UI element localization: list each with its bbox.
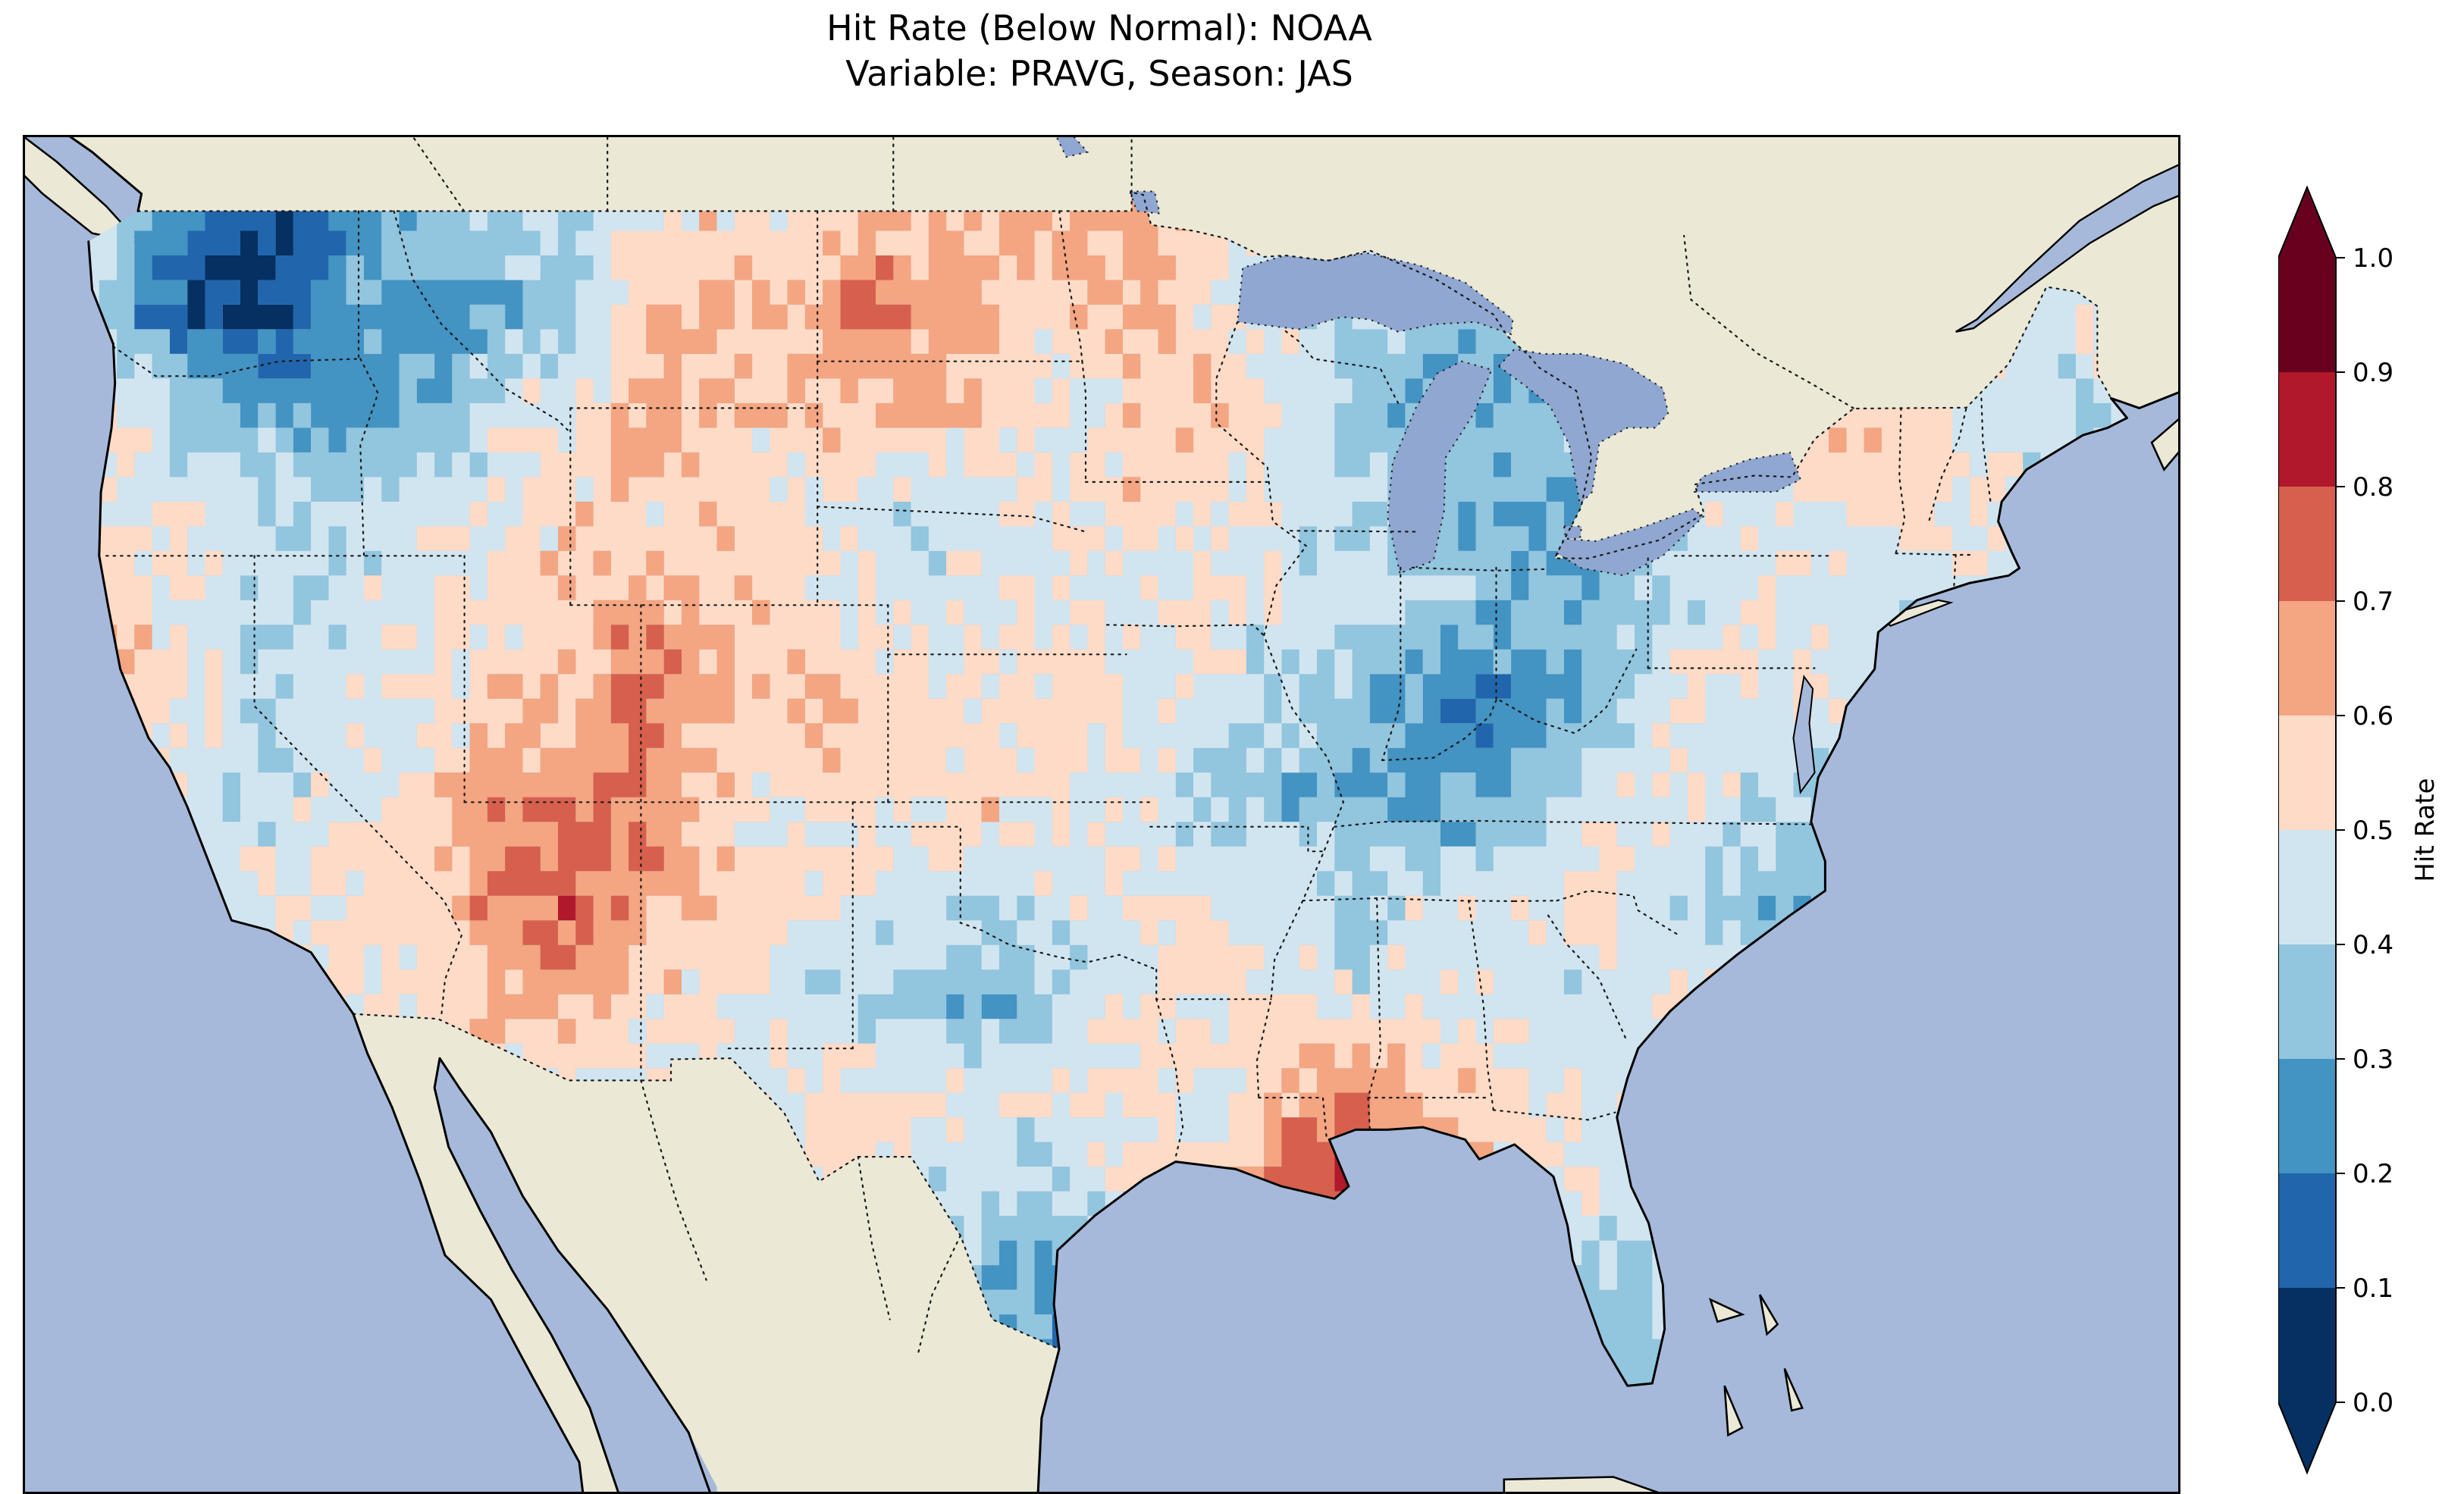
colorbar-tick-label: 1.0 [2353,243,2393,274]
colorbar-tick-label: 0.0 [2353,1388,2393,1418]
colorbar-tick-label: 0.1 [2353,1273,2393,1304]
colorbar-segment [2278,1173,2336,1288]
map-svg [25,137,2178,1492]
canada-land [71,137,2178,559]
lake [1237,252,1514,336]
island [1783,1367,1804,1412]
vancouver-island [25,137,143,245]
colorbar-tick-label: 0.3 [2353,1045,2393,1075]
colorbar-tick-label: 0.8 [2353,472,2393,503]
map-svg-container [25,137,2178,1492]
mexico-land [353,1013,1060,1492]
state-country-borders [105,137,2112,1355]
chesapeake-bay [1792,675,1816,794]
colorbar-segment [2278,258,2336,372]
lake [1693,451,1802,493]
colorbar-segment [2278,830,2336,944]
colorbar-axis-label: Hit Rate [2410,778,2440,882]
colorbar: 1.0 0.9 0.8 0.7 0.6 0.5 0.4 0.3 0.2 0.1 0.0 Hit Rat… [2277,185,2464,1482]
colorbar-segment [2278,1059,2336,1173]
lake [1556,508,1705,577]
map-panel [23,135,2180,1494]
colorbar-tick-label: 0.2 [2353,1159,2393,1189]
nova-scotia [2150,418,2178,472]
island [1708,1298,1745,1323]
st-lawrence [1955,164,2178,333]
colorbar-over-arrow [2278,187,2336,258]
island [1723,1385,1744,1437]
lake [1563,525,1583,540]
colorbar-under-arrow [2278,1402,2336,1473]
colorbar-tick-label: 0.9 [2353,358,2393,388]
figure-title: Hit Rate (Below Normal): NOAA Variable: … [23,6,2176,97]
figure-title-line2: Variable: PRAVG, Season: JAS [845,52,1353,94]
colorbar-tick-label: 0.4 [2353,930,2393,960]
lake [1497,348,1669,506]
colorbar-segment [2278,716,2336,830]
colorbar-tick-label: 0.5 [2353,816,2393,846]
colorbar-segment [2278,487,2336,601]
colorbar-segment [2278,372,2336,487]
figure-title-line1: Hit Rate (Below Normal): NOAA [826,8,1372,49]
colorbar-tick-label: 0.6 [2353,701,2393,731]
colorbar-segment [2278,944,2336,1059]
island [1759,1294,1779,1336]
coastlines [68,137,2178,1492]
lake [1055,137,1089,158]
colorbar-svg: 1.0 0.9 0.8 0.7 0.6 0.5 0.4 0.3 0.2 0.1 0.0 Hit Rat… [2277,185,2440,1475]
colorbar-tick-label: 0.7 [2353,587,2393,617]
lake [1387,360,1493,575]
colorbar-segment [2278,601,2336,716]
colorbar-segment [2278,1288,2336,1402]
island [1503,1476,1659,1492]
